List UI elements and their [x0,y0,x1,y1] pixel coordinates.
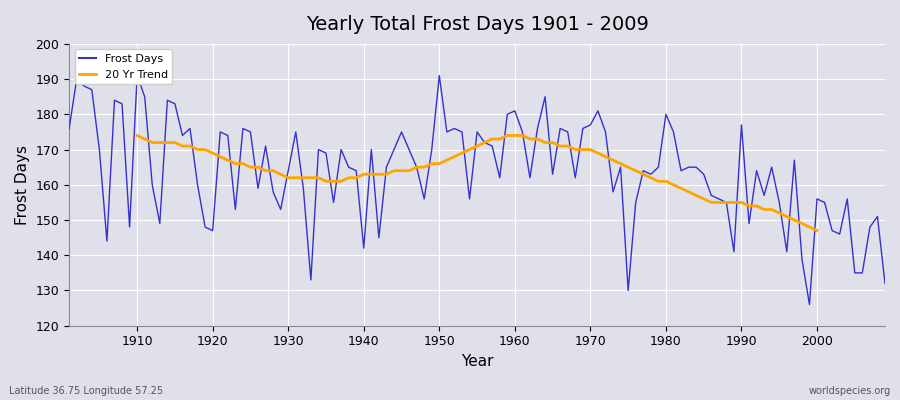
Frost Days [879,281,890,286]
Line: 20 Yr Trend: 20 Yr Trend [137,136,817,231]
20 Yr Trend [215,154,226,159]
Frost Days [608,190,618,194]
20 Yr Trend [305,175,316,180]
Legend: Frost Days, 20 Yr Trend: Frost Days, 20 Yr Trend [75,50,172,84]
Frost Days [804,302,814,307]
20 Yr Trend [706,200,716,205]
20 Yr Trend [796,221,807,226]
20 Yr Trend [291,175,302,180]
Frost Days [509,108,520,113]
Text: Latitude 36.75 Longitude 57.25: Latitude 36.75 Longitude 57.25 [9,386,163,396]
20 Yr Trend [131,133,142,138]
Y-axis label: Frost Days: Frost Days [15,145,30,225]
Line: Frost Days: Frost Days [69,76,885,304]
Title: Yearly Total Frost Days 1901 - 2009: Yearly Total Frost Days 1901 - 2009 [306,15,649,34]
Frost Days [131,73,142,78]
20 Yr Trend [789,218,800,222]
20 Yr Trend [812,228,823,233]
Frost Days [64,126,75,131]
Frost Days [343,165,354,170]
Frost Days [124,225,135,230]
Frost Days [298,186,309,191]
Text: worldspecies.org: worldspecies.org [809,386,891,396]
X-axis label: Year: Year [461,354,493,369]
Frost Days [517,130,527,134]
